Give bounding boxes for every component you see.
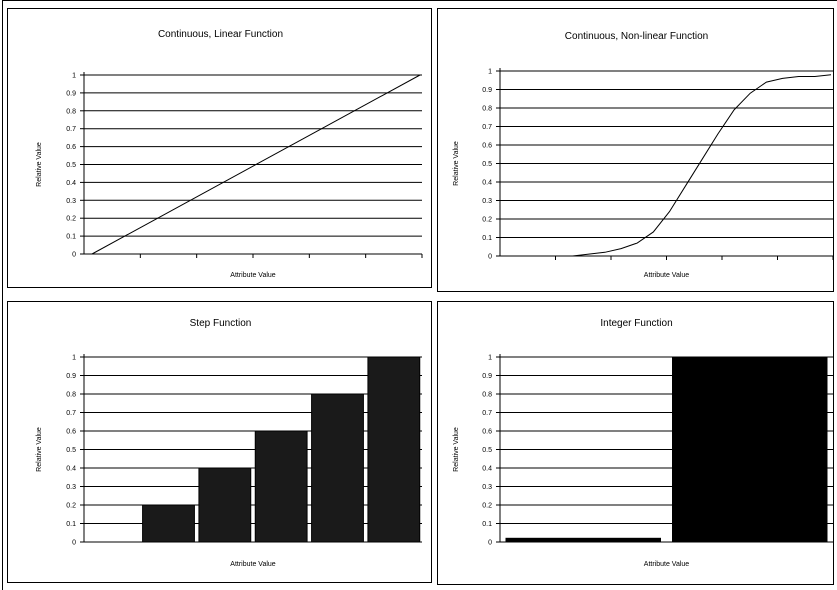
y-tick-label: 0.5 bbox=[482, 447, 492, 454]
y-tick-label: 1 bbox=[488, 355, 492, 362]
chart-nonlinear: Continuous, Non-linear Function 0 0.1 0.2 0.… bbox=[453, 31, 834, 279]
y-tick-label: 0.3 bbox=[482, 198, 492, 205]
y-tick-label: 0 bbox=[72, 252, 76, 259]
chart-panel-step: Step Function 0 0.1 0.2 0.3 0.4 0.5 0.6 0.7 0.8 0.… bbox=[7, 301, 432, 583]
y-tick-label: 0.8 bbox=[482, 106, 492, 113]
y-tick-label: 0.6 bbox=[482, 143, 492, 150]
y-tick-label: 0.3 bbox=[66, 484, 76, 491]
outer-frame-left bbox=[2, 0, 3, 590]
y-tick-label: 0.5 bbox=[66, 162, 76, 169]
y-axis-label: Relative Value bbox=[453, 427, 460, 472]
chart-title: Continuous, Linear Function bbox=[158, 29, 283, 40]
chart-title: Continuous, Non-linear Function bbox=[565, 31, 708, 42]
outer-frame-top bbox=[2, 0, 837, 1]
y-tick-label: 0.8 bbox=[66, 392, 76, 399]
chart-panel-linear: Continuous, Linear Function 0 0.1 0.2 0.3 0.4… bbox=[7, 8, 432, 288]
y-tick-label: 0.6 bbox=[66, 144, 76, 151]
y-tick-label: 0 bbox=[488, 254, 492, 261]
y-tick-label: 0.1 bbox=[482, 521, 492, 528]
y-tick-label: 0.4 bbox=[66, 180, 76, 187]
y-tick-label: 0.1 bbox=[482, 235, 492, 242]
y-axis-label: Relative Value bbox=[36, 142, 43, 187]
chart-panel-integer: Integer Function 0 0.1 0.2 0.3 0.4 0.5 0.6 0.7 0.… bbox=[437, 301, 834, 585]
x-axis-label: Attribute Value bbox=[230, 561, 276, 568]
y-tick-label: 0.4 bbox=[66, 466, 76, 473]
y-tick-label: 0.7 bbox=[482, 410, 492, 417]
chart-title: Integer Function bbox=[600, 318, 672, 329]
series-line bbox=[508, 74, 832, 257]
y-tick-label: 0.9 bbox=[66, 373, 76, 380]
bar bbox=[672, 356, 828, 543]
chart-step: Step Function 0 0.1 0.2 0.3 0.4 0.5 0.6 0.7 0.8 0.… bbox=[36, 318, 422, 568]
y-tick-label: 0.3 bbox=[66, 198, 76, 205]
bar bbox=[198, 467, 252, 543]
y-tick-label: 0 bbox=[488, 540, 492, 547]
y-tick-label: 0.3 bbox=[482, 484, 492, 491]
y-tick-label: 0.7 bbox=[482, 124, 492, 131]
y-tick-label: 0.4 bbox=[482, 180, 492, 187]
y-tick-label: 0.9 bbox=[482, 87, 492, 94]
y-axis-label: Relative Value bbox=[36, 427, 43, 472]
y-tick-label: 0.1 bbox=[66, 234, 76, 241]
y-tick-label: 0.6 bbox=[66, 429, 76, 436]
y-tick-label: 0.1 bbox=[66, 521, 76, 528]
y-tick-label: 1 bbox=[488, 69, 492, 76]
bar bbox=[254, 430, 308, 543]
y-axis-label: Relative Value bbox=[453, 141, 460, 186]
y-tick-label: 0.2 bbox=[482, 503, 492, 510]
y-tick-label: 0.4 bbox=[482, 466, 492, 473]
y-tick-label: 0.9 bbox=[66, 90, 76, 97]
y-tick-label: 0.2 bbox=[66, 216, 76, 223]
x-axis-label: Attribute Value bbox=[644, 272, 690, 279]
y-tick-label: 0.8 bbox=[482, 392, 492, 399]
y-tick-label: 1 bbox=[72, 355, 76, 362]
y-tick-label: 0.6 bbox=[482, 429, 492, 436]
x-axis-label: Attribute Value bbox=[230, 272, 276, 279]
bar bbox=[367, 356, 421, 543]
chart-title: Step Function bbox=[190, 318, 252, 329]
y-tick-label: 0.7 bbox=[66, 126, 76, 133]
chart-linear: Continuous, Linear Function 0 0.1 0.2 0.3 0.4… bbox=[36, 29, 423, 279]
bar bbox=[505, 537, 661, 543]
series-line bbox=[91, 74, 421, 255]
bar bbox=[142, 504, 195, 543]
y-tick-label: 0.7 bbox=[66, 410, 76, 417]
y-tick-label: 0.9 bbox=[482, 373, 492, 380]
x-axis-label: Attribute Value bbox=[644, 561, 690, 568]
y-tick-label: 0.5 bbox=[66, 447, 76, 454]
y-tick-label: 0 bbox=[72, 540, 76, 547]
y-tick-label: 0.5 bbox=[482, 161, 492, 168]
y-tick-label: 1 bbox=[72, 73, 76, 80]
y-tick-label: 0.8 bbox=[66, 108, 76, 115]
chart-panel-nonlinear: Continuous, Non-linear Function 0 0.1 0.2 0.… bbox=[437, 8, 834, 292]
bar bbox=[311, 393, 364, 543]
chart-integer: Integer Function 0 0.1 0.2 0.3 0.4 0.5 0.6 0.7 0.… bbox=[453, 318, 833, 568]
y-tick-label: 0.2 bbox=[66, 503, 76, 510]
y-tick-label: 0.2 bbox=[482, 217, 492, 224]
